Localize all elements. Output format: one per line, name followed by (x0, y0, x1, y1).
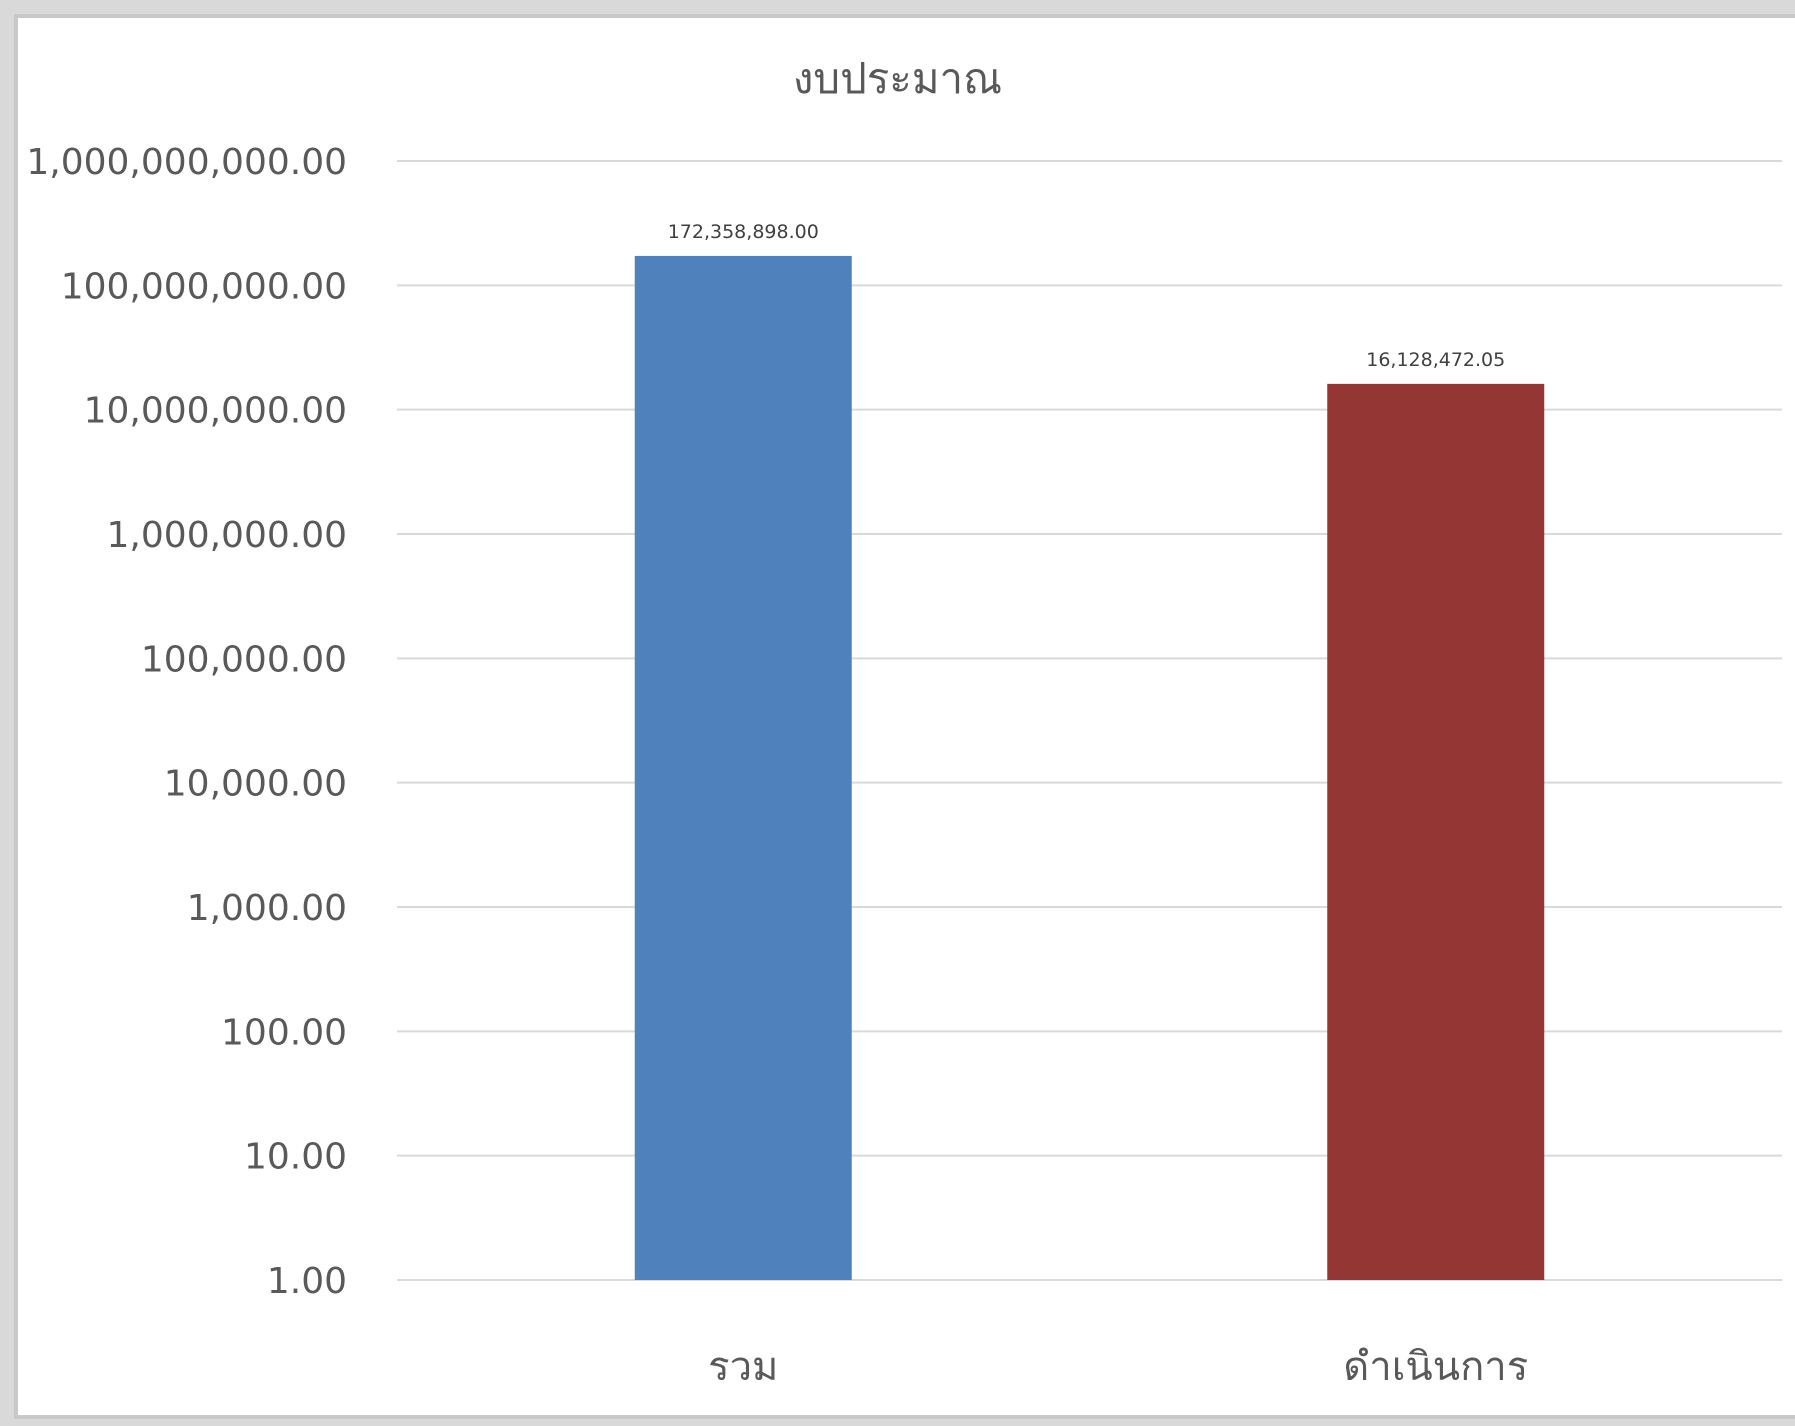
data-label: 16,128,472.05 (1366, 349, 1505, 371)
y-tick-label: 10,000.00 (164, 764, 347, 805)
y-tick-label: 10.00 (244, 1137, 347, 1178)
chart-title: งบประมาณ (792, 54, 1003, 103)
bar (634, 255, 852, 1280)
y-tick-label: 1,000,000,000.00 (26, 142, 347, 183)
y-tick-label: 100,000,000.00 (61, 266, 347, 307)
y-tick-label: 100,000.00 (141, 639, 347, 680)
y-tick-label: 100.00 (221, 1012, 347, 1053)
y-tick-label: 10,000,000.00 (84, 391, 347, 432)
y-tick-label: 1.00 (267, 1261, 347, 1302)
bar (1327, 383, 1545, 1280)
y-tick-label: 1,000.00 (187, 888, 347, 929)
x-category-label: ดำเนินการ (1343, 1344, 1528, 1390)
data-label: 172,358,898.00 (668, 221, 819, 243)
y-tick-label: 1,000,000.00 (107, 515, 347, 556)
x-category-label: รวม (708, 1344, 778, 1390)
